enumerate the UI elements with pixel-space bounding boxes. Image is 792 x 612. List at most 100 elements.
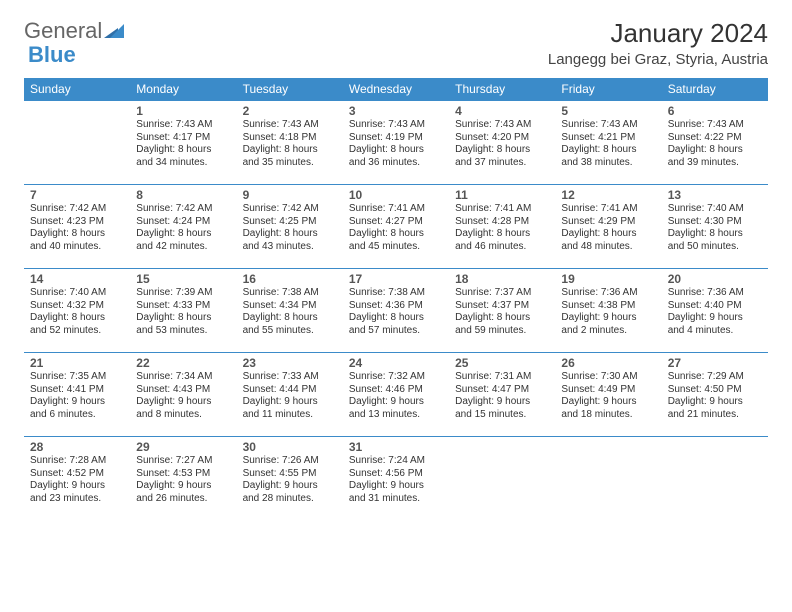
sunrise-text: Sunrise: 7:34 AM — [136, 371, 230, 384]
calendar-week-row: 14Sunrise: 7:40 AMSunset: 4:32 PMDayligh… — [24, 269, 768, 353]
sunset-text: Sunset: 4:46 PM — [349, 384, 443, 397]
daylight-text: and 23 minutes. — [30, 493, 124, 506]
calendar-empty-cell — [662, 437, 768, 521]
title-block: January 2024 Langegg bei Graz, Styria, A… — [548, 18, 768, 68]
calendar-day-cell: 10Sunrise: 7:41 AMSunset: 4:27 PMDayligh… — [343, 185, 449, 269]
daylight-text: Daylight: 9 hours — [455, 396, 549, 409]
sunrise-text: Sunrise: 7:28 AM — [30, 455, 124, 468]
weekday-header: Tuesday — [237, 78, 343, 101]
day-number: 13 — [668, 188, 762, 202]
daylight-text: Daylight: 9 hours — [561, 312, 655, 325]
sunrise-text: Sunrise: 7:42 AM — [243, 203, 337, 216]
daylight-text: and 42 minutes. — [136, 241, 230, 254]
daylight-text: Daylight: 9 hours — [30, 396, 124, 409]
day-number: 19 — [561, 272, 655, 286]
brand-part1: General — [24, 18, 102, 44]
sunrise-text: Sunrise: 7:38 AM — [243, 287, 337, 300]
day-number: 11 — [455, 188, 549, 202]
sunset-text: Sunset: 4:53 PM — [136, 468, 230, 481]
daylight-text: and 57 minutes. — [349, 325, 443, 338]
daylight-text: Daylight: 8 hours — [455, 312, 549, 325]
calendar-day-cell: 4Sunrise: 7:43 AMSunset: 4:20 PMDaylight… — [449, 101, 555, 185]
daylight-text: and 35 minutes. — [243, 157, 337, 170]
daylight-text: Daylight: 9 hours — [136, 396, 230, 409]
sunset-text: Sunset: 4:50 PM — [668, 384, 762, 397]
daylight-text: and 38 minutes. — [561, 157, 655, 170]
daylight-text: Daylight: 8 hours — [349, 144, 443, 157]
sunset-text: Sunset: 4:56 PM — [349, 468, 443, 481]
weekday-header: Sunday — [24, 78, 130, 101]
sunset-text: Sunset: 4:21 PM — [561, 132, 655, 145]
daylight-text: Daylight: 8 hours — [561, 228, 655, 241]
day-number: 26 — [561, 356, 655, 370]
daylight-text: Daylight: 9 hours — [349, 396, 443, 409]
daylight-text: Daylight: 8 hours — [561, 144, 655, 157]
day-number: 9 — [243, 188, 337, 202]
daylight-text: and 13 minutes. — [349, 409, 443, 422]
sunrise-text: Sunrise: 7:26 AM — [243, 455, 337, 468]
calendar-day-cell: 8Sunrise: 7:42 AMSunset: 4:24 PMDaylight… — [130, 185, 236, 269]
sunset-text: Sunset: 4:49 PM — [561, 384, 655, 397]
sunset-text: Sunset: 4:37 PM — [455, 300, 549, 313]
daylight-text: Daylight: 8 hours — [668, 228, 762, 241]
calendar-day-cell: 16Sunrise: 7:38 AMSunset: 4:34 PMDayligh… — [237, 269, 343, 353]
calendar-day-cell: 14Sunrise: 7:40 AMSunset: 4:32 PMDayligh… — [24, 269, 130, 353]
calendar-empty-cell — [24, 101, 130, 185]
sunset-text: Sunset: 4:38 PM — [561, 300, 655, 313]
calendar-day-cell: 13Sunrise: 7:40 AMSunset: 4:30 PMDayligh… — [662, 185, 768, 269]
day-number: 4 — [455, 104, 549, 118]
sunset-text: Sunset: 4:22 PM — [668, 132, 762, 145]
daylight-text: Daylight: 8 hours — [243, 228, 337, 241]
calendar-day-cell: 26Sunrise: 7:30 AMSunset: 4:49 PMDayligh… — [555, 353, 661, 437]
calendar-day-cell: 7Sunrise: 7:42 AMSunset: 4:23 PMDaylight… — [24, 185, 130, 269]
daylight-text: Daylight: 9 hours — [668, 312, 762, 325]
weekday-header: Thursday — [449, 78, 555, 101]
sunset-text: Sunset: 4:18 PM — [243, 132, 337, 145]
calendar-day-cell: 15Sunrise: 7:39 AMSunset: 4:33 PMDayligh… — [130, 269, 236, 353]
calendar-day-cell: 9Sunrise: 7:42 AMSunset: 4:25 PMDaylight… — [237, 185, 343, 269]
calendar-day-cell: 19Sunrise: 7:36 AMSunset: 4:38 PMDayligh… — [555, 269, 661, 353]
daylight-text: and 37 minutes. — [455, 157, 549, 170]
brand-logo: General — [24, 18, 124, 44]
sunrise-text: Sunrise: 7:31 AM — [455, 371, 549, 384]
daylight-text: Daylight: 9 hours — [243, 396, 337, 409]
daylight-text: Daylight: 9 hours — [561, 396, 655, 409]
sunset-text: Sunset: 4:28 PM — [455, 216, 549, 229]
day-number: 24 — [349, 356, 443, 370]
daylight-text: Daylight: 9 hours — [136, 480, 230, 493]
calendar-day-cell: 6Sunrise: 7:43 AMSunset: 4:22 PMDaylight… — [662, 101, 768, 185]
day-number: 18 — [455, 272, 549, 286]
sunrise-text: Sunrise: 7:41 AM — [349, 203, 443, 216]
sunrise-text: Sunrise: 7:40 AM — [668, 203, 762, 216]
daylight-text: and 8 minutes. — [136, 409, 230, 422]
calendar-day-cell: 28Sunrise: 7:28 AMSunset: 4:52 PMDayligh… — [24, 437, 130, 521]
day-number: 1 — [136, 104, 230, 118]
daylight-text: and 36 minutes. — [349, 157, 443, 170]
sunrise-text: Sunrise: 7:43 AM — [349, 119, 443, 132]
calendar-day-cell: 2Sunrise: 7:43 AMSunset: 4:18 PMDaylight… — [237, 101, 343, 185]
sunset-text: Sunset: 4:17 PM — [136, 132, 230, 145]
weekday-header: Saturday — [662, 78, 768, 101]
daylight-text: and 21 minutes. — [668, 409, 762, 422]
calendar-day-cell: 24Sunrise: 7:32 AMSunset: 4:46 PMDayligh… — [343, 353, 449, 437]
daylight-text: and 46 minutes. — [455, 241, 549, 254]
daylight-text: Daylight: 8 hours — [243, 312, 337, 325]
sunrise-text: Sunrise: 7:42 AM — [136, 203, 230, 216]
sunrise-text: Sunrise: 7:39 AM — [136, 287, 230, 300]
daylight-text: and 31 minutes. — [349, 493, 443, 506]
daylight-text: and 39 minutes. — [668, 157, 762, 170]
sunset-text: Sunset: 4:32 PM — [30, 300, 124, 313]
daylight-text: Daylight: 8 hours — [30, 312, 124, 325]
day-number: 30 — [243, 440, 337, 454]
sunrise-text: Sunrise: 7:35 AM — [30, 371, 124, 384]
day-number: 22 — [136, 356, 230, 370]
calendar-week-row: 7Sunrise: 7:42 AMSunset: 4:23 PMDaylight… — [24, 185, 768, 269]
daylight-text: and 18 minutes. — [561, 409, 655, 422]
calendar-week-row: 21Sunrise: 7:35 AMSunset: 4:41 PMDayligh… — [24, 353, 768, 437]
calendar-empty-cell — [555, 437, 661, 521]
sunrise-text: Sunrise: 7:36 AM — [561, 287, 655, 300]
sunrise-text: Sunrise: 7:38 AM — [349, 287, 443, 300]
sunrise-text: Sunrise: 7:43 AM — [561, 119, 655, 132]
daylight-text: and 26 minutes. — [136, 493, 230, 506]
sunrise-text: Sunrise: 7:33 AM — [243, 371, 337, 384]
